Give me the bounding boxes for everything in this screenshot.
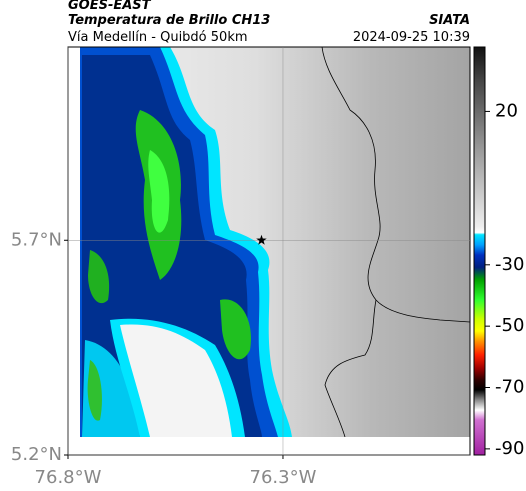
colorbar-tick-label: 20 — [495, 100, 518, 121]
timestamp: 2024-09-25 10:39 — [353, 30, 470, 45]
satellite-image — [80, 47, 470, 437]
source: SIATA — [429, 13, 470, 28]
subtitle: Temperatura de Brillo CH13 — [68, 13, 270, 28]
y-tick-label: 5.2°N — [11, 444, 62, 465]
title: GOES-EAST — [68, 0, 152, 13]
location-marker — [256, 234, 267, 245]
y-tick-label: 5.7°N — [11, 229, 62, 250]
colorbar-tick-label: -90 — [495, 438, 524, 459]
colorbar-tick-label: -30 — [495, 254, 524, 275]
colorbar — [473, 46, 486, 456]
colorbar-tick-label: -50 — [495, 315, 524, 336]
x-tick-label: 76.8°W — [35, 467, 102, 488]
colorbar-tick-label: -70 — [495, 377, 524, 398]
x-tick-label: 76.3°W — [250, 467, 317, 488]
route: Vía Medellín - Quibdó 50km — [68, 30, 248, 45]
